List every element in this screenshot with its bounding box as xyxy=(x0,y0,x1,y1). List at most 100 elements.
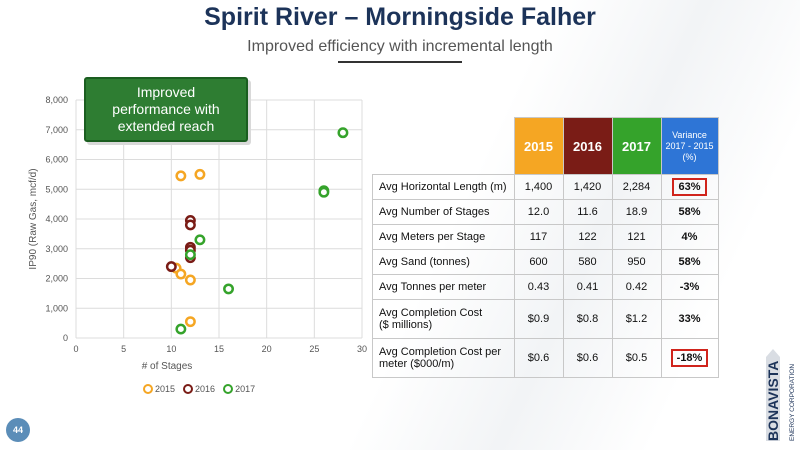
cell-2017: $0.5 xyxy=(611,338,662,378)
cell-2015: 1,400 xyxy=(513,174,564,200)
legend-label-2015: 2015 xyxy=(155,384,176,394)
table-row: Avg Completion Cost per meter ($000/m) $0.… xyxy=(372,338,719,378)
table-header-2017: 2017 xyxy=(611,117,662,175)
cell-variance: -3% xyxy=(660,274,719,300)
legend-item-2015: 2015 xyxy=(143,384,175,394)
data-point-2017 xyxy=(184,249,196,261)
y-tick-label: 6,000 xyxy=(45,155,68,165)
y-tick-label: 0 xyxy=(63,333,68,343)
row-label-line: Avg Completion Cost per xyxy=(379,346,502,358)
y-tick-label: 8,000 xyxy=(45,95,68,105)
cell-variance: 58% xyxy=(660,249,719,275)
x-tick-label: 30 xyxy=(357,344,367,354)
callout-line-2: performance with xyxy=(112,101,220,117)
x-tick-label: 20 xyxy=(262,344,272,354)
data-point-2017 xyxy=(318,186,330,198)
x-tick-label: 10 xyxy=(166,344,176,354)
callout-line-3: extended reach xyxy=(117,118,215,134)
data-point-2015 xyxy=(194,168,206,180)
variance-value: 58% xyxy=(678,256,701,268)
variance-header-line-3: (%) xyxy=(682,151,697,162)
table-row: Avg Number of Stages 12.0 11.6 18.9 58% xyxy=(372,199,719,225)
cell-2017: 2,284 xyxy=(611,174,662,200)
x-axis-title: # of Stages xyxy=(142,361,193,372)
cell-2016: $0.6 xyxy=(562,338,613,378)
row-label: Avg Sand (tonnes) xyxy=(372,249,515,275)
cell-2016: $0.8 xyxy=(562,299,613,339)
table-header-variance: Variance 2017 - 2015 (%) xyxy=(660,117,719,175)
legend-item-2016: 2016 xyxy=(183,384,215,394)
cell-2017: 121 xyxy=(611,224,662,250)
variance-header-line-2: 2017 - 2015 xyxy=(665,140,714,151)
cell-2016: 11.6 xyxy=(562,199,613,225)
legend-marker-2017 xyxy=(223,384,234,394)
legend-item-2017: 2017 xyxy=(223,384,255,394)
data-point-2015 xyxy=(175,170,187,182)
callout-line-1: Improved xyxy=(136,84,196,100)
variance-value: -3% xyxy=(679,281,700,293)
row-label-line: meter ($000/m) xyxy=(379,358,455,370)
variance-value: 58% xyxy=(678,206,701,218)
cell-variance: 63% xyxy=(660,174,719,200)
table-row: Avg Horizontal Length (m) 1,400 1,420 2,284… xyxy=(372,174,719,200)
legend-label-2017: 2017 xyxy=(235,384,256,394)
data-point-2015 xyxy=(184,316,196,328)
subtitle-underline xyxy=(338,61,462,63)
data-point-2015 xyxy=(175,268,187,280)
y-tick-label: 5,000 xyxy=(45,184,68,194)
data-point-2017 xyxy=(194,234,206,246)
table-header-row: 2015 2016 2017 Variance 2017 - 2015 (%) xyxy=(373,117,719,175)
row-label-line: Avg Completion Cost xyxy=(379,307,483,319)
variance-value: 63% xyxy=(672,178,707,196)
cell-2016: 0.41 xyxy=(562,274,613,300)
data-point-2017 xyxy=(223,283,234,295)
logo-tagline: ENERGY CORPORATION xyxy=(789,364,796,441)
logo-brand: BONAVISTA xyxy=(765,361,781,441)
page-title: Spirit River – Morningside Falher xyxy=(204,3,596,31)
cell-2015: 117 xyxy=(513,224,564,250)
variance-header-line-1: Variance xyxy=(672,129,707,140)
y-tick-label: 4,000 xyxy=(45,214,68,224)
cell-2015: 0.43 xyxy=(513,274,564,300)
x-tick-label: 5 xyxy=(121,344,126,354)
page-number: 44 xyxy=(6,418,30,442)
cell-variance: 33% xyxy=(660,299,719,339)
legend-label-2016: 2016 xyxy=(195,384,216,394)
cell-variance: 4% xyxy=(660,224,719,250)
table-row: Avg Completion Cost ($ millions) $0.9 $0.8 $… xyxy=(372,299,719,339)
x-tick-label: 25 xyxy=(309,344,319,354)
y-tick-label: 1,000 xyxy=(45,303,68,313)
row-label: Avg Horizontal Length (m) xyxy=(372,174,515,200)
y-tick-label: 2,000 xyxy=(45,274,68,284)
data-point-2016 xyxy=(165,261,177,273)
cell-2017: 18.9 xyxy=(611,199,662,225)
bonavista-logo: BONAVISTA ENERGY CORPORATION xyxy=(765,349,796,441)
cell-2017: $1.2 xyxy=(611,299,662,339)
y-tick-label: 7,000 xyxy=(45,125,68,135)
row-label: Avg Completion Cost ($ millions) xyxy=(372,299,515,339)
table-row: Avg Meters per Stage 117 122 121 4% xyxy=(372,224,719,250)
cell-2017: 0.42 xyxy=(611,274,662,300)
page-subtitle: Improved efficiency with incremental len… xyxy=(247,38,553,55)
cell-2015: $0.6 xyxy=(513,338,564,378)
y-tick-label: 3,000 xyxy=(45,244,68,254)
data-point-2016 xyxy=(184,219,196,231)
cell-2015: 12.0 xyxy=(513,199,564,225)
cell-variance: -18% xyxy=(660,338,719,378)
variance-value: 4% xyxy=(681,231,698,243)
x-tick-label: 15 xyxy=(214,344,224,354)
variance-value: 33% xyxy=(678,313,701,325)
row-label: Avg Meters per Stage xyxy=(372,224,515,250)
table-row: Avg Tonnes per meter 0.43 0.41 0.42 -3% xyxy=(372,274,719,300)
legend-marker-2016 xyxy=(183,384,194,394)
logo-mark xyxy=(766,349,780,441)
cell-2016: 1,420 xyxy=(562,174,613,200)
cell-variance: 58% xyxy=(660,199,719,225)
cell-2015: $0.9 xyxy=(513,299,564,339)
table-header-empty xyxy=(373,118,515,175)
data-point-2015 xyxy=(184,274,196,286)
cell-2016: 122 xyxy=(562,224,613,250)
y-axis-title: IP90 (Raw Gas, mcf/d) xyxy=(28,168,39,269)
variance-value: -18% xyxy=(670,349,709,367)
table-header-2016: 2016 xyxy=(562,117,613,175)
